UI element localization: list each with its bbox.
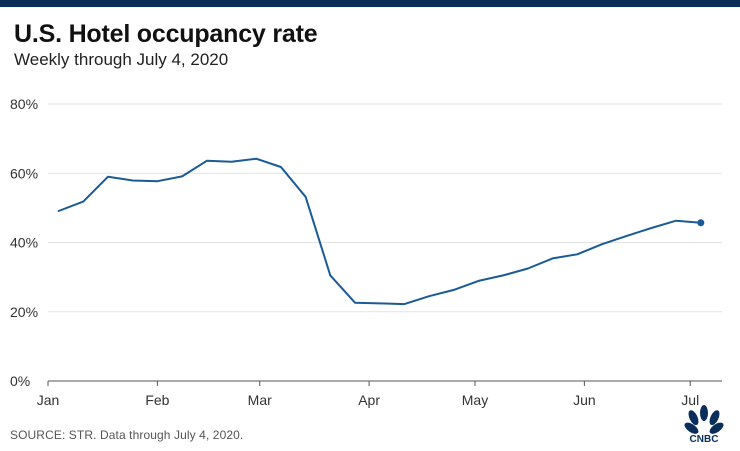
x-tick-label-apr: Apr [358, 392, 380, 408]
cnbc-logo: CNBC [684, 405, 724, 444]
peacock-icon [684, 405, 724, 434]
y-tick-label-80: 80% [10, 96, 38, 112]
x-tick-label-jul: Jul [681, 392, 699, 408]
x-tick-label-jun: Jun [573, 392, 596, 408]
series-layer [57, 157, 705, 306]
x-tick-label-mar: Mar [248, 392, 272, 408]
series-line-0 [57, 157, 702, 306]
end-point-marker [697, 219, 705, 227]
x-tick-label-feb: Feb [145, 392, 169, 408]
y-axis-tick-labels: 0% 20% 40% 60% 80% [10, 96, 38, 389]
cnbc-wordmark: CNBC [690, 434, 719, 444]
chart-title: U.S. Hotel occupancy rate [14, 20, 318, 48]
y-tick-label-0: 0% [10, 373, 30, 389]
x-tick-label-may: May [462, 392, 488, 408]
y-tick-label-20: 20% [10, 304, 38, 320]
x-axis-tick-labels: Jan Feb Mar Apr May Jun Jul [37, 392, 699, 408]
source-note: SOURCE: STR. Data through July 4, 2020. [10, 428, 244, 442]
chart-subtitle: Weekly through July 4, 2020 [14, 50, 229, 69]
y-tick-label-40: 40% [10, 235, 38, 251]
x-axis [47, 380, 722, 386]
x-tick-label-jan: Jan [37, 392, 60, 408]
grid-lines [48, 103, 722, 313]
top-accent-bar [0, 0, 740, 7]
y-tick-label-60: 60% [10, 165, 38, 181]
